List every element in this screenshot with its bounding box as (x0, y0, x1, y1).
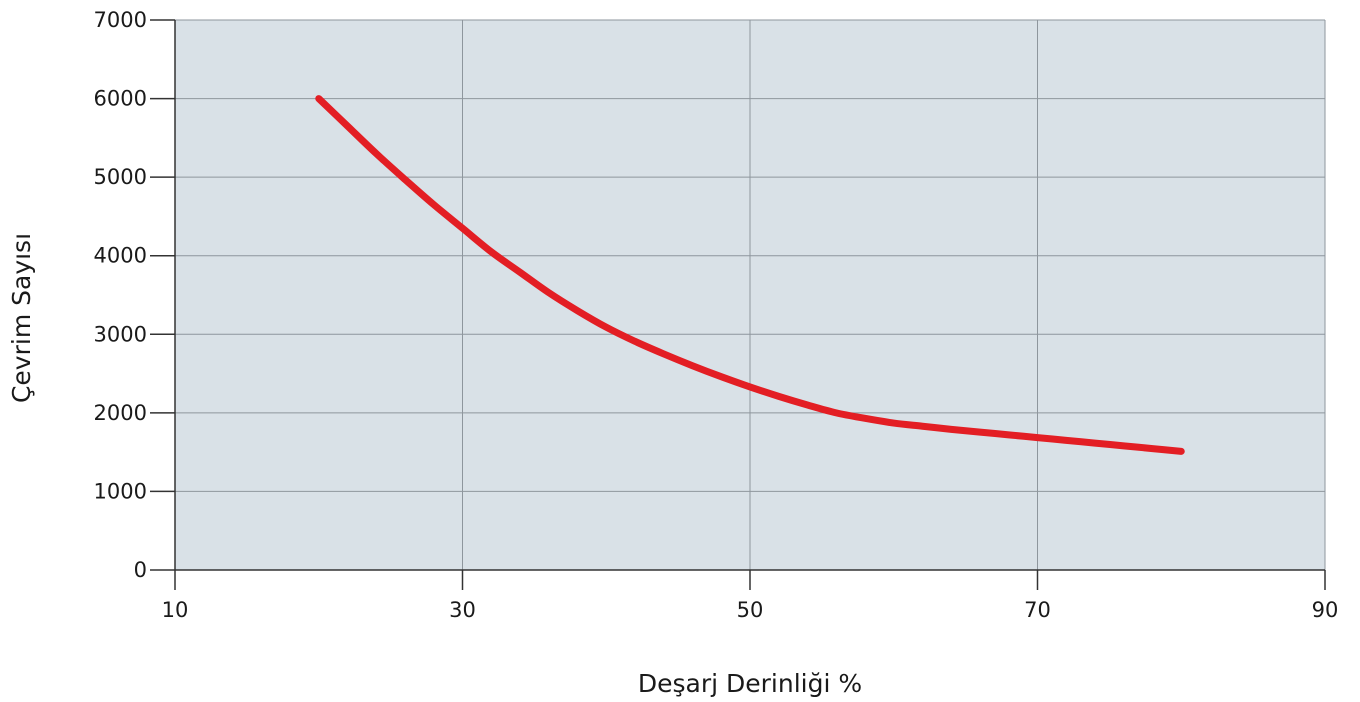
x-axis-title: Deşarj Derinliği % (638, 669, 862, 698)
tick-labels: 0 1000 2000 3000 4000 5000 6000 7000 10 30 50 70 90 (94, 8, 1339, 622)
grid-lines (175, 19, 1326, 570)
y-tick-label: 3000 (94, 322, 147, 346)
x-tick-label: 90 (1312, 598, 1339, 622)
series-line (315, 95, 1185, 455)
x-tick-label: 10 (162, 598, 189, 622)
y-tick-label: 5000 (94, 165, 147, 189)
y-tick-label: 4000 (94, 244, 147, 268)
axes (150, 19, 1326, 590)
series-layer (315, 95, 1185, 455)
y-axis-title: Çevrim Sayısı (7, 233, 36, 403)
y-tick-label: 6000 (94, 87, 147, 111)
x-tick-label: 30 (449, 598, 476, 622)
y-tick-label: 7000 (94, 8, 147, 32)
y-tick-label: 1000 (94, 479, 147, 503)
y-tick-label: 2000 (94, 401, 147, 425)
y-tick-label: 0 (134, 558, 147, 582)
x-tick-label: 70 (1024, 598, 1051, 622)
x-tick-label: 50 (737, 598, 764, 622)
